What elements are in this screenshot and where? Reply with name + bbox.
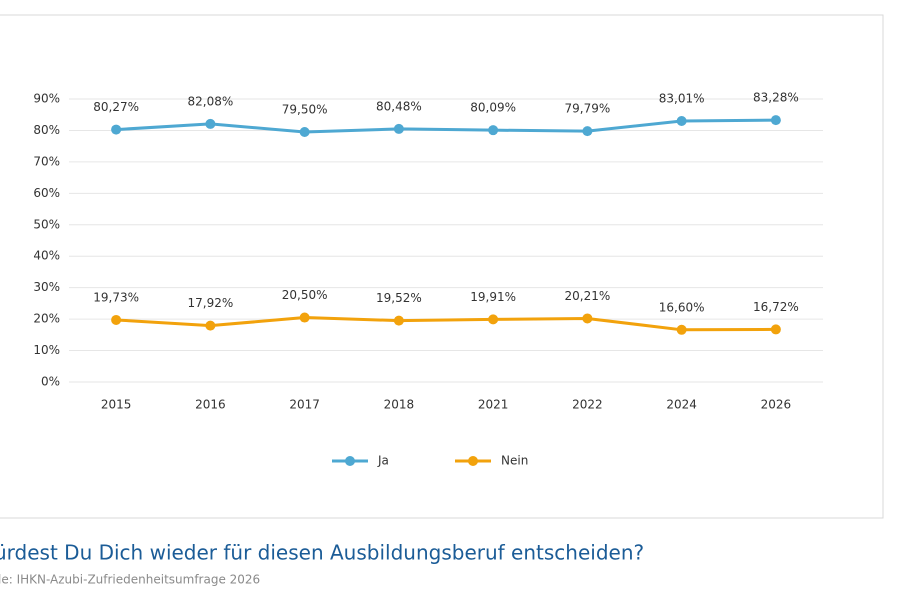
data-point	[676, 324, 687, 335]
y-tick-label: 60%	[33, 186, 60, 200]
data-label: 83,28%	[753, 91, 799, 105]
data-label: 80,27%	[93, 100, 139, 114]
y-tick-label: 30%	[33, 280, 60, 294]
data-point	[676, 115, 687, 126]
y-tick-label: 50%	[33, 217, 60, 231]
y-tick-label: 0%	[41, 375, 60, 389]
data-point	[111, 124, 122, 135]
data-point	[770, 324, 781, 335]
data-point	[488, 125, 499, 136]
data-label: 80,48%	[376, 99, 422, 113]
legend-marker	[345, 456, 355, 466]
data-point	[299, 127, 310, 138]
data-point	[770, 115, 781, 126]
y-tick-label: 10%	[33, 343, 60, 357]
data-label: 19,52%	[376, 291, 422, 305]
data-point	[393, 315, 404, 326]
data-label: 19,91%	[470, 290, 516, 304]
legend-label: Ja	[377, 454, 389, 468]
data-point	[488, 314, 499, 325]
y-tick-label: 70%	[33, 154, 60, 168]
legend-marker	[468, 456, 478, 466]
data-point	[393, 123, 404, 134]
series-line	[116, 118, 776, 134]
data-point	[111, 314, 122, 325]
data-label: 79,50%	[282, 103, 328, 117]
x-tick-label: 2016	[195, 398, 226, 412]
x-tick-label: 2026	[761, 398, 792, 412]
x-tick-label: 2024	[666, 398, 697, 412]
data-label: 20,50%	[282, 288, 328, 302]
data-point	[205, 118, 216, 129]
data-label: 20,21%	[564, 289, 610, 303]
x-tick-label: 2021	[478, 398, 509, 412]
y-tick-label: 20%	[33, 312, 60, 326]
data-label: 19,73%	[93, 290, 139, 304]
chart-title: ürdest Du Dich wieder für diesen Ausbild…	[0, 541, 644, 565]
data-label: 80,09%	[470, 101, 516, 115]
data-point	[299, 312, 310, 323]
data-label: 82,08%	[187, 94, 233, 108]
data-label: 17,92%	[187, 296, 233, 310]
x-tick-label: 2022	[572, 398, 603, 412]
data-label: 79,79%	[564, 102, 610, 116]
x-tick-label: 2017	[289, 398, 320, 412]
y-tick-label: 80%	[33, 123, 60, 137]
legend-label: Nein	[501, 454, 528, 468]
chart-card	[0, 14, 884, 519]
y-tick-label: 40%	[33, 249, 60, 263]
x-tick-label: 2018	[384, 398, 415, 412]
data-label: 16,72%	[753, 300, 799, 314]
data-point	[582, 126, 593, 137]
data-label: 16,60%	[659, 300, 705, 314]
data-label: 83,01%	[659, 91, 705, 105]
x-tick-label: 2015	[101, 398, 132, 412]
series-line	[116, 316, 776, 332]
y-tick-label: 90%	[33, 92, 60, 106]
data-point	[582, 313, 593, 324]
chart-source: le: IHKN-Azubi-Zufriedenheitsumfrage 202…	[0, 573, 260, 587]
data-point	[205, 320, 216, 331]
